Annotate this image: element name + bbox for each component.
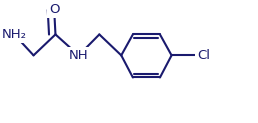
- Text: NH: NH: [69, 49, 88, 62]
- Text: NH₂: NH₂: [2, 28, 27, 41]
- Text: Cl: Cl: [197, 49, 210, 62]
- Text: O: O: [49, 3, 59, 16]
